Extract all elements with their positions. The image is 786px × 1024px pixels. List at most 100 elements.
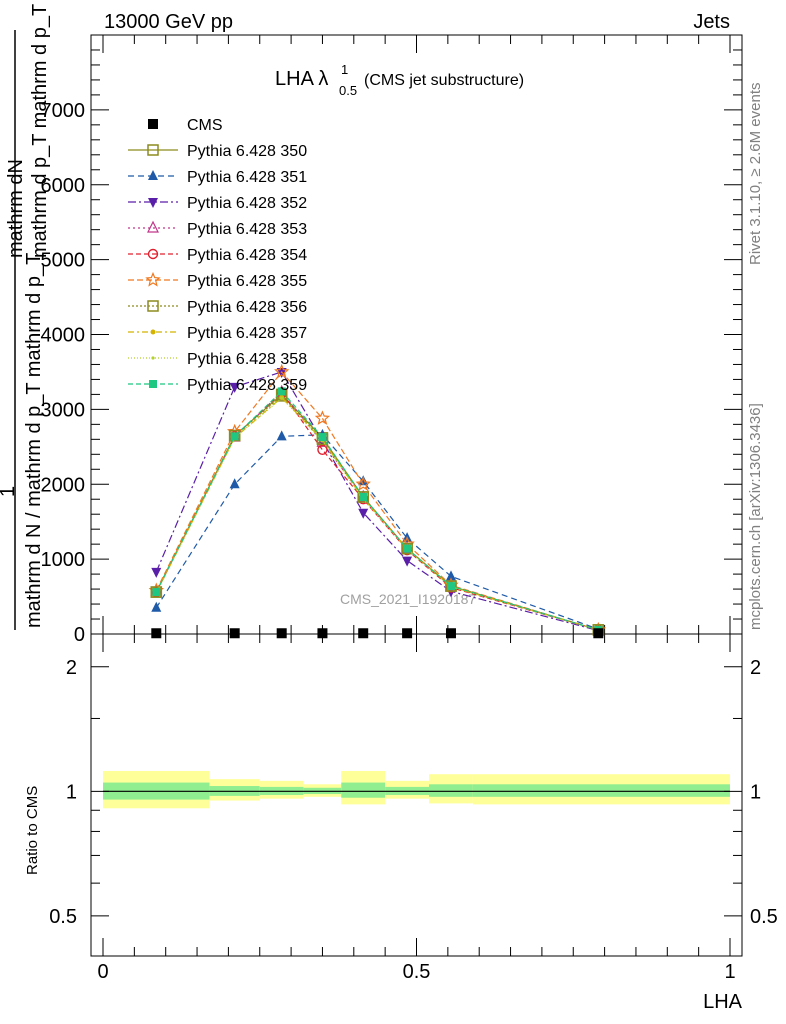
series-marker-star-open <box>145 271 161 287</box>
series-marker-star-open <box>273 363 290 379</box>
ratio-band-inner <box>341 782 386 798</box>
legend-label: Pythia 6.428 354 <box>187 247 307 264</box>
series-marker-triangle-up <box>151 601 162 612</box>
ratio-band-inner <box>429 784 473 797</box>
plot-title: LHA λ 1 0.5 (CMS jet substructure) <box>275 62 524 98</box>
series-marker-circle-open <box>147 248 159 260</box>
legend-label-cms: CMS <box>187 117 223 134</box>
ratio-xtick-label: 0 <box>97 961 108 983</box>
legend-entry: Pythia 6.428 358 <box>128 351 307 368</box>
legend-label: Pythia 6.428 359 <box>187 377 307 394</box>
ratio-xtick-label: 0.5 <box>403 961 431 983</box>
legend-label: Pythia 6.428 352 <box>187 195 307 212</box>
series-marker-triangle-down <box>402 556 413 567</box>
main-ytick-label: 4000 <box>41 325 86 347</box>
series-marker-square-filled <box>149 380 157 388</box>
legend-entry: Pythia 6.428 353 <box>128 220 307 238</box>
legend-entry: Pythia 6.428 354 <box>128 247 307 264</box>
ratio-ytick-label-right: 2 <box>750 657 761 679</box>
series-marker-square-filled <box>318 433 327 442</box>
ylabel-line-1: mathrm dN <box>5 159 27 258</box>
series-marker-triangle-down <box>151 567 162 578</box>
series-marker-square-open <box>445 580 457 592</box>
legend-label: Pythia 6.428 351 <box>187 169 307 186</box>
main-ytick-label: 5000 <box>41 250 86 272</box>
series-marker-dot <box>150 329 156 335</box>
cms-data-point <box>151 628 162 639</box>
series-marker-square-filled <box>277 387 286 396</box>
series-line <box>155 391 599 631</box>
series-marker-triangle-down <box>148 198 158 208</box>
legend-label: Pythia 6.428 353 <box>187 221 307 238</box>
ylabel-line-3: 1 <box>0 486 19 497</box>
series-marker-triangle-down <box>276 367 287 378</box>
series-marker-triangle-up <box>276 430 287 441</box>
series-marker-triangle-up <box>148 170 158 180</box>
ratio-ytick-label-right: 0.5 <box>750 906 778 928</box>
series-line <box>155 434 599 630</box>
legend-label: Pythia 6.428 356 <box>187 299 307 316</box>
ratio-bands <box>103 770 730 809</box>
series-marker-square-filled <box>152 588 161 597</box>
header-left: 13000 GeV pp <box>104 11 233 33</box>
main-ytick-label: 0 <box>74 624 85 646</box>
cms-points <box>151 628 604 639</box>
series-marker-square-filled <box>446 582 455 591</box>
series-line <box>155 371 599 632</box>
watermark: CMS_2021_I1920187 <box>340 591 476 607</box>
legend-entry: Pythia 6.428 351 <box>128 169 307 186</box>
main-ylabel: mathrm dN mathrm d p_T mathrm d p_T math… <box>0 0 51 630</box>
legend-entry: Pythia 6.428 350 <box>128 143 307 160</box>
ratio-ytick-label-right: 1 <box>750 781 761 803</box>
series-marker-triangle-up <box>358 475 369 486</box>
x-axis-label: LHA <box>703 991 743 1013</box>
cms-data-point <box>402 628 413 639</box>
series-lines <box>148 363 606 637</box>
legend: CMS Pythia 6.428 350 Pythia 6.428 351 Pythi… <box>128 117 307 394</box>
series-marker-square-filled <box>403 544 412 553</box>
series-marker-square-open <box>150 586 163 598</box>
ratio-ytick-label: 1 <box>66 781 77 803</box>
ylabel-line-4: mathrm d N / mathrm d p_T mathrm d p_T <box>23 253 45 628</box>
legend-label: Pythia 6.428 357 <box>187 325 307 342</box>
main-ytick-label: 1000 <box>41 549 86 571</box>
main-ytick-label: 7000 <box>41 100 86 122</box>
series-marker-dot-small <box>280 396 284 400</box>
legend-entry: Pythia 6.428 359 <box>128 377 307 394</box>
ratio-ylabel: Ratio to CMS <box>24 786 41 875</box>
legend-entry-cms: CMS <box>148 117 223 134</box>
ratio-ytick-label: 0.5 <box>49 906 77 928</box>
series-marker-triangle-down <box>229 382 240 393</box>
cms-data-point <box>276 628 287 639</box>
cms-data-point <box>593 628 604 639</box>
ratio-ytick-label: 2 <box>66 657 77 679</box>
series-marker-star-open <box>314 410 331 425</box>
title-sub: 0.5 <box>339 83 357 98</box>
cms-data-point <box>229 628 240 639</box>
series-line <box>155 390 599 631</box>
series-marker-star-open <box>355 476 371 491</box>
legend-label: Pythia 6.428 355 <box>187 273 307 290</box>
ratio-xtick-label: 1 <box>724 961 735 983</box>
cms-data-point <box>445 628 456 639</box>
mcplots-label: mcplots.cern.ch [arXiv:1306.3436] <box>747 403 764 630</box>
main-ytick-label: 6000 <box>41 175 86 197</box>
ylabel-line-2: mathrm d p_T mathrm d p_T mathrm d lambd… <box>29 0 51 258</box>
series-marker-triangle-up <box>445 570 456 581</box>
series-marker-square-filled <box>359 492 368 501</box>
series-marker-triangle-up <box>229 478 240 489</box>
legend-entry: Pythia 6.428 355 <box>128 271 307 290</box>
legend-label: Pythia 6.428 350 <box>187 143 307 160</box>
series-marker-square-open <box>147 144 159 156</box>
header-right: Jets <box>693 11 730 33</box>
series-marker-square-open <box>357 491 369 503</box>
title-suffix: (CMS jet substructure) <box>364 72 524 89</box>
title-sup: 1 <box>341 62 348 77</box>
series-marker-square-open <box>147 300 159 312</box>
series-marker-square-open <box>401 542 413 555</box>
main-ytick-label: 3000 <box>41 399 86 421</box>
cms-data-point <box>358 628 369 639</box>
rivet-label: Rivet 3.1.10, ≥ 2.6M events <box>747 83 764 266</box>
series-marker-dot-small <box>151 356 155 360</box>
